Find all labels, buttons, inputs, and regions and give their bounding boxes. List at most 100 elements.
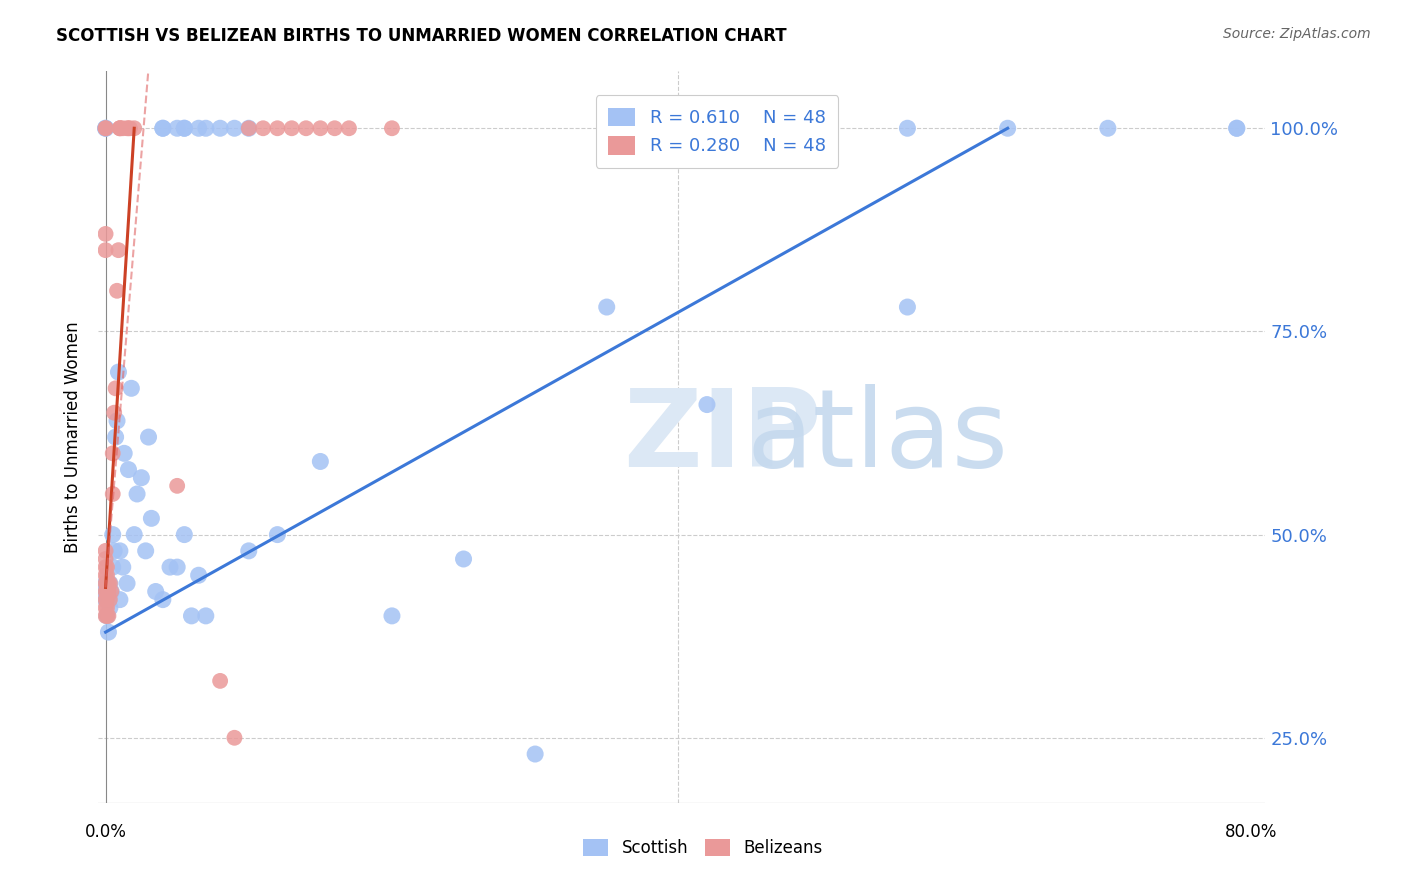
Legend: R = 0.610    N = 48, R = 0.280    N = 48: R = 0.610 N = 48, R = 0.280 N = 48 xyxy=(596,95,838,168)
Point xyxy=(1226,121,1249,136)
Point xyxy=(96,592,118,607)
Point xyxy=(94,227,117,241)
Point xyxy=(120,381,142,395)
Point xyxy=(252,121,274,136)
Point xyxy=(104,430,127,444)
Point xyxy=(108,544,131,558)
Point xyxy=(107,365,129,379)
Point xyxy=(100,584,122,599)
Point xyxy=(94,552,117,566)
Point xyxy=(94,584,117,599)
Point xyxy=(159,560,181,574)
Point xyxy=(98,592,121,607)
Point xyxy=(187,568,209,582)
Point xyxy=(280,121,302,136)
Point xyxy=(115,121,138,136)
Point xyxy=(105,284,128,298)
Point xyxy=(98,576,121,591)
Point xyxy=(152,592,174,607)
Point xyxy=(122,527,145,541)
Text: Source: ZipAtlas.com: Source: ZipAtlas.com xyxy=(1223,27,1371,41)
Point xyxy=(97,608,120,623)
Text: atlas: atlas xyxy=(747,384,1008,490)
Point xyxy=(94,592,117,607)
Point xyxy=(122,121,145,136)
Point xyxy=(101,487,124,501)
Point xyxy=(125,487,148,501)
Point xyxy=(524,747,547,761)
Point xyxy=(135,544,157,558)
Point xyxy=(224,121,246,136)
Point xyxy=(96,608,118,623)
Point xyxy=(94,121,117,136)
Point xyxy=(103,544,125,558)
Point xyxy=(94,560,117,574)
Point xyxy=(266,527,288,541)
Text: SCOTTISH VS BELIZEAN BIRTHS TO UNMARRIED WOMEN CORRELATION CHART: SCOTTISH VS BELIZEAN BIRTHS TO UNMARRIED… xyxy=(56,27,787,45)
Point xyxy=(173,121,195,136)
Point xyxy=(97,576,120,591)
Point xyxy=(96,584,118,599)
Point xyxy=(96,576,118,591)
Point xyxy=(117,121,139,136)
Point xyxy=(94,576,117,591)
Point xyxy=(94,608,117,623)
Point xyxy=(107,243,129,257)
Point xyxy=(266,121,288,136)
Point xyxy=(1097,121,1119,136)
Point xyxy=(209,673,232,688)
Point xyxy=(94,544,117,558)
Point xyxy=(238,121,260,136)
Point xyxy=(94,121,117,136)
Point xyxy=(108,592,131,607)
Point xyxy=(309,121,332,136)
Point xyxy=(309,454,332,468)
Point xyxy=(100,584,122,599)
Point xyxy=(337,121,360,136)
Point xyxy=(111,121,134,136)
Point xyxy=(381,121,404,136)
Point xyxy=(105,414,128,428)
Point xyxy=(98,576,121,591)
Point xyxy=(98,600,121,615)
Point xyxy=(108,121,131,136)
Point xyxy=(96,560,118,574)
Point xyxy=(108,121,131,136)
Point xyxy=(187,121,209,136)
Text: ZIP: ZIP xyxy=(623,384,823,490)
Point xyxy=(194,608,217,623)
Point xyxy=(138,430,160,444)
Point xyxy=(166,121,188,136)
Point xyxy=(94,121,117,136)
Legend: Scottish, Belizeans: Scottish, Belizeans xyxy=(575,831,831,866)
Point xyxy=(896,300,918,314)
Point xyxy=(131,471,153,485)
Text: 80.0%: 80.0% xyxy=(1225,823,1277,841)
Point xyxy=(323,121,346,136)
Point xyxy=(115,576,138,591)
Point xyxy=(96,608,118,623)
Point xyxy=(295,121,318,136)
Point xyxy=(997,121,1019,136)
Point xyxy=(94,584,117,599)
Point xyxy=(111,560,134,574)
Point xyxy=(118,121,141,136)
Point xyxy=(117,462,139,476)
Point xyxy=(94,592,117,607)
Point xyxy=(94,121,117,136)
Point xyxy=(141,511,163,525)
Point xyxy=(453,552,475,566)
Point xyxy=(94,243,117,257)
Point xyxy=(94,568,117,582)
Point xyxy=(166,479,188,493)
Point xyxy=(173,527,195,541)
Text: 0.0%: 0.0% xyxy=(84,823,127,841)
Point xyxy=(896,121,918,136)
Point xyxy=(145,584,167,599)
Point xyxy=(108,121,131,136)
Point xyxy=(101,527,124,541)
Point xyxy=(1226,121,1249,136)
Point xyxy=(97,592,120,607)
Point xyxy=(696,398,718,412)
Point xyxy=(97,584,120,599)
